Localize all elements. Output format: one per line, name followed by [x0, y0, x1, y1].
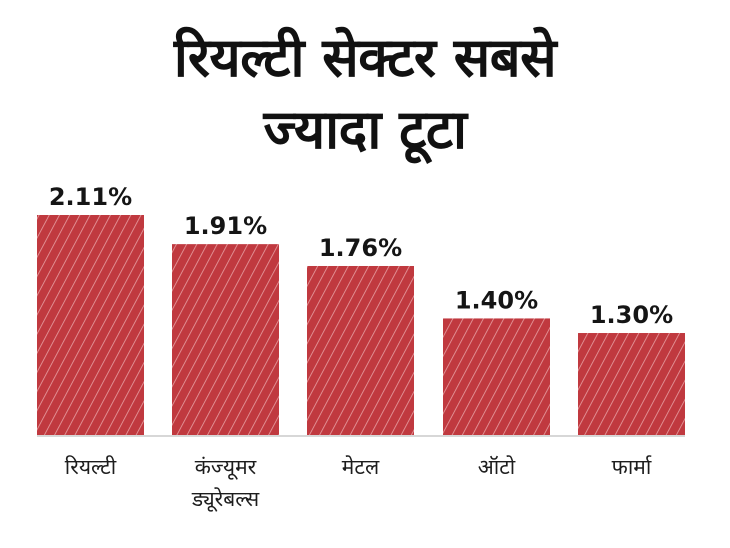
bar-value-label: 1.40%: [455, 286, 538, 314]
chart-title: रियल्टी सेक्टर सबसे ज्यादा टूटा: [173, 26, 557, 161]
bar-1: [37, 215, 144, 435]
category-label: ऑटो: [478, 455, 516, 479]
category-label: रियल्टी: [65, 455, 117, 479]
bar-5: [578, 333, 685, 435]
category-label: कंज्यूमर ड्यूरेबल्स: [191, 455, 260, 512]
bar-value-label: 1.76%: [319, 234, 402, 262]
bar-2: [172, 244, 279, 435]
bar-4: [443, 318, 550, 435]
bar-3: [307, 265, 414, 435]
category-label: मेटल: [342, 455, 380, 479]
bar-value-label: 1.91%: [184, 212, 267, 240]
category-label: फार्मा: [612, 455, 653, 479]
bar-value-label: 2.11%: [49, 183, 132, 211]
bar-value-label: 1.30%: [590, 301, 673, 329]
